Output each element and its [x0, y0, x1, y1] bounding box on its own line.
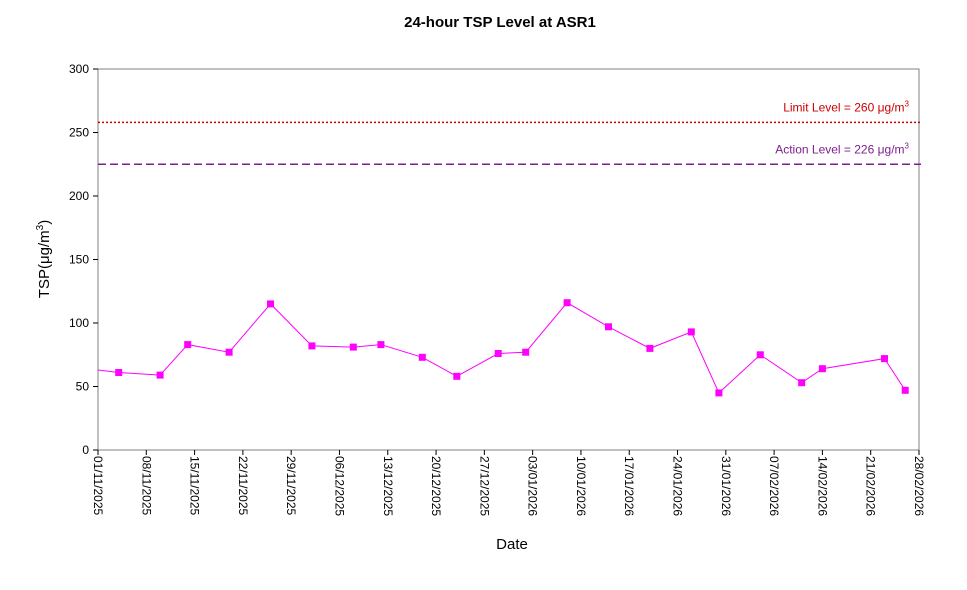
x-axis: 01/11/2025 08/11/2025 15/11/2025 22/11/2025…	[91, 450, 926, 516]
y-tick-label: 200	[69, 189, 89, 203]
x-tick-label: 07/02/2026	[767, 456, 781, 516]
x-tick-label: 13/12/2025	[381, 456, 395, 516]
x-tick-label: 17/01/2026	[622, 456, 636, 516]
data-point-marker	[184, 341, 192, 349]
x-tick-label: 27/12/2025	[477, 456, 491, 516]
x-axis-label: Date	[496, 536, 528, 553]
data-point-marker	[225, 348, 233, 356]
data-series	[97, 299, 909, 397]
limit-level-label: Limit Level = 260 μg/m3	[783, 99, 909, 114]
data-point-marker	[901, 386, 909, 394]
chart-title: 24-hour TSP Level at ASR1	[404, 14, 596, 31]
x-tick-label: 08/11/2025	[139, 456, 153, 515]
x-tick-label: 06/12/2025	[332, 456, 346, 516]
data-point-marker	[715, 389, 723, 397]
data-point-marker	[881, 355, 888, 363]
data-point-marker	[349, 343, 357, 351]
data-point-marker	[522, 348, 530, 356]
x-tick-label: 28/02/2026	[912, 456, 926, 516]
x-tick-label: 20/12/2025	[429, 456, 443, 516]
y-tick-label: 50	[76, 380, 90, 394]
plot-area	[97, 68, 920, 451]
y-tick-label: 0	[82, 443, 89, 457]
x-tick-label: 01/11/2025	[91, 456, 105, 515]
x-tick-label: 03/01/2026	[526, 456, 540, 516]
data-point-marker	[418, 353, 426, 361]
x-tick-label: 21/02/2026	[864, 456, 878, 516]
data-point-marker	[156, 371, 164, 379]
data-point-marker	[605, 323, 612, 331]
data-point-marker	[687, 328, 695, 336]
y-axis: 0 50 100 150 200 250 300	[69, 62, 98, 457]
series-line	[97, 302, 906, 394]
data-point-marker	[494, 350, 502, 357]
x-tick-label: 24/01/2026	[671, 456, 685, 516]
x-tick-label: 31/01/2026	[719, 456, 733, 516]
x-tick-label: 15/11/2025	[188, 456, 202, 515]
x-tick-label: 14/02/2026	[815, 456, 829, 516]
x-tick-label: 22/11/2025	[236, 456, 250, 515]
data-point-marker	[798, 379, 806, 387]
data-point-marker	[818, 365, 826, 373]
data-point-marker	[377, 341, 385, 349]
data-point-marker	[267, 300, 274, 308]
action-level-label: Action Level = 226 μg/m3	[775, 141, 909, 156]
y-tick-label: 250	[69, 126, 89, 140]
y-axis-label: TSP(μg/m3)	[35, 220, 53, 298]
y-tick-label: 100	[69, 316, 89, 330]
y-tick-label: 150	[69, 253, 89, 267]
data-point-marker	[646, 344, 654, 352]
data-point-marker	[308, 342, 316, 350]
data-point-marker	[756, 351, 764, 359]
data-point-marker	[115, 369, 123, 376]
x-tick-label: 29/11/2025	[284, 456, 298, 515]
data-point-marker	[453, 372, 461, 380]
x-tick-label: 10/01/2026	[574, 456, 588, 516]
y-tick-label: 300	[69, 62, 89, 76]
data-point-marker	[563, 299, 571, 307]
reference-lines: Limit Level = 260 μg/m3 Action Level = 22…	[98, 99, 921, 165]
